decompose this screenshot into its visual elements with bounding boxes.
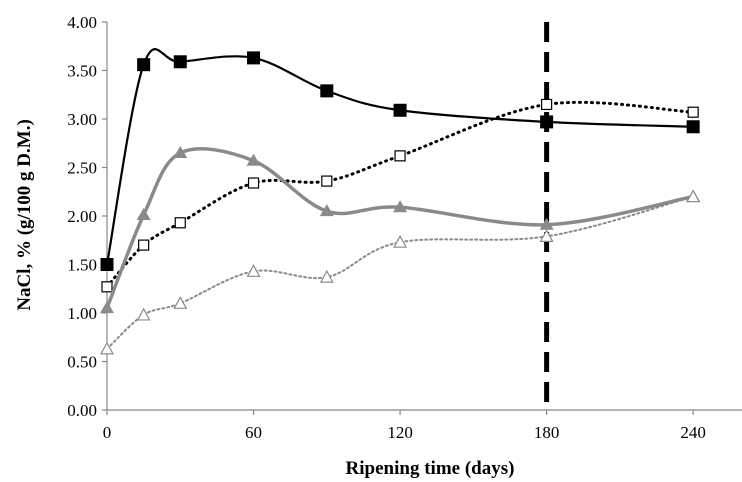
x-tick-label: 180: [534, 423, 560, 442]
x-tick-label: 240: [680, 423, 706, 442]
data-point: [101, 281, 113, 293]
data-point: [393, 200, 408, 213]
data-point: [173, 145, 188, 158]
data-point: [246, 264, 261, 277]
data-point: [686, 120, 700, 134]
data-point: [138, 239, 150, 251]
data-point: [137, 58, 151, 72]
data-point: [541, 98, 553, 111]
axes: [106, 22, 742, 411]
data-point: [393, 234, 408, 248]
data-point: [319, 204, 334, 217]
data-point: [539, 229, 554, 242]
y-tick-label: 1.00: [67, 304, 97, 323]
data-point: [686, 189, 701, 203]
y-tick-label: 1.50: [67, 256, 97, 275]
data-point: [136, 208, 151, 221]
data-point: [393, 103, 407, 117]
x-tick-label: 0: [103, 423, 112, 442]
data-point: [99, 341, 115, 355]
data-point: [136, 307, 151, 321]
data-point: [320, 84, 334, 98]
data-point: [100, 301, 114, 314]
series-group: [99, 48, 701, 355]
y-tick-label: 3.50: [67, 62, 97, 81]
y-axis-title: NaCl, % (g/100 g D.M.): [14, 119, 35, 311]
series-line: [106, 195, 695, 350]
y-tick-label: 0.00: [67, 401, 97, 420]
series-line: [105, 100, 695, 289]
data-point: [173, 55, 187, 69]
x-tick-labels: 0 60 120 180 240: [103, 410, 706, 442]
series-3: [100, 145, 701, 314]
data-point: [687, 106, 699, 118]
data-point: [247, 51, 261, 65]
x-tick-label: 60: [245, 423, 262, 442]
y-tick-labels: 0.00 0.50 1.00 1.50 2.00 2.50 3.00 3.50 4.00: [67, 13, 107, 420]
series-line: [105, 147, 695, 310]
series-4: [99, 189, 701, 355]
series-1: [100, 48, 700, 271]
series-2: [101, 98, 699, 293]
y-tick-label: 0.50: [67, 353, 97, 372]
data-point: [540, 115, 554, 129]
data-point: [539, 217, 554, 230]
data-point: [100, 258, 114, 271]
y-tick-label: 2.50: [67, 159, 97, 178]
data-point: [394, 150, 406, 162]
data-point: [319, 269, 334, 283]
data-point: [174, 217, 186, 229]
data-point: [173, 296, 188, 309]
data-point: [247, 177, 260, 189]
x-tick-label: 120: [387, 423, 413, 442]
data-point: [321, 175, 333, 187]
x-axis-title: Ripening time (days): [346, 458, 515, 479]
data-point: [246, 153, 261, 166]
y-tick-label: 3.00: [67, 110, 97, 129]
y-tick-label: 2.00: [67, 207, 97, 226]
y-tick-label: 4.00: [67, 13, 97, 32]
